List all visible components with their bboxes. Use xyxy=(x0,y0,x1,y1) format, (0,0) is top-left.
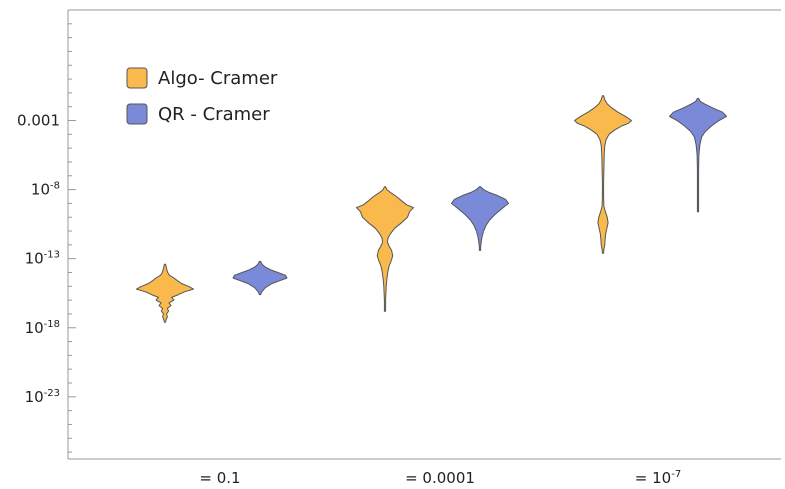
y-tick-label: 10-8 xyxy=(31,181,60,199)
y-tick-base: 10 xyxy=(25,388,44,406)
violin-algo-cramer-3 xyxy=(574,95,632,254)
x-category-exponent: -7 xyxy=(671,469,681,480)
legend-label: Algo- Cramer xyxy=(158,68,278,89)
y-tick-label: 10-18 xyxy=(25,319,60,337)
x-category-label: = 0.0001 xyxy=(405,469,475,487)
legend-label: QR - Cramer xyxy=(158,104,270,125)
violin-qr-cramer-2 xyxy=(451,186,509,251)
y-tick-base: 0.001 xyxy=(17,111,60,129)
legend-swatch xyxy=(126,103,148,125)
legend-swatch xyxy=(126,67,148,89)
y-tick-label: 10-13 xyxy=(25,250,60,268)
y-tick-exponent: -13 xyxy=(44,250,60,261)
y-tick-exponent: -8 xyxy=(50,181,60,192)
y-tick-base: 10 xyxy=(25,250,44,268)
y-tick-exponent: -23 xyxy=(44,388,60,399)
violin-qr-cramer-1 xyxy=(232,260,288,296)
violin-algo-cramer-1 xyxy=(136,263,194,323)
y-tick-base: 10 xyxy=(31,181,50,199)
y-tick-base: 10 xyxy=(25,319,44,337)
y-tick-exponent: -18 xyxy=(44,319,60,330)
x-category-label: = 10-7 xyxy=(635,469,681,487)
x-category-label: = 0.1 xyxy=(199,469,240,487)
violin-algo-cramer-2 xyxy=(356,186,414,312)
violin-qr-cramer-3 xyxy=(669,97,727,213)
y-tick-label: 0.001 xyxy=(17,111,60,129)
y-tick-label: 10-23 xyxy=(25,388,60,406)
